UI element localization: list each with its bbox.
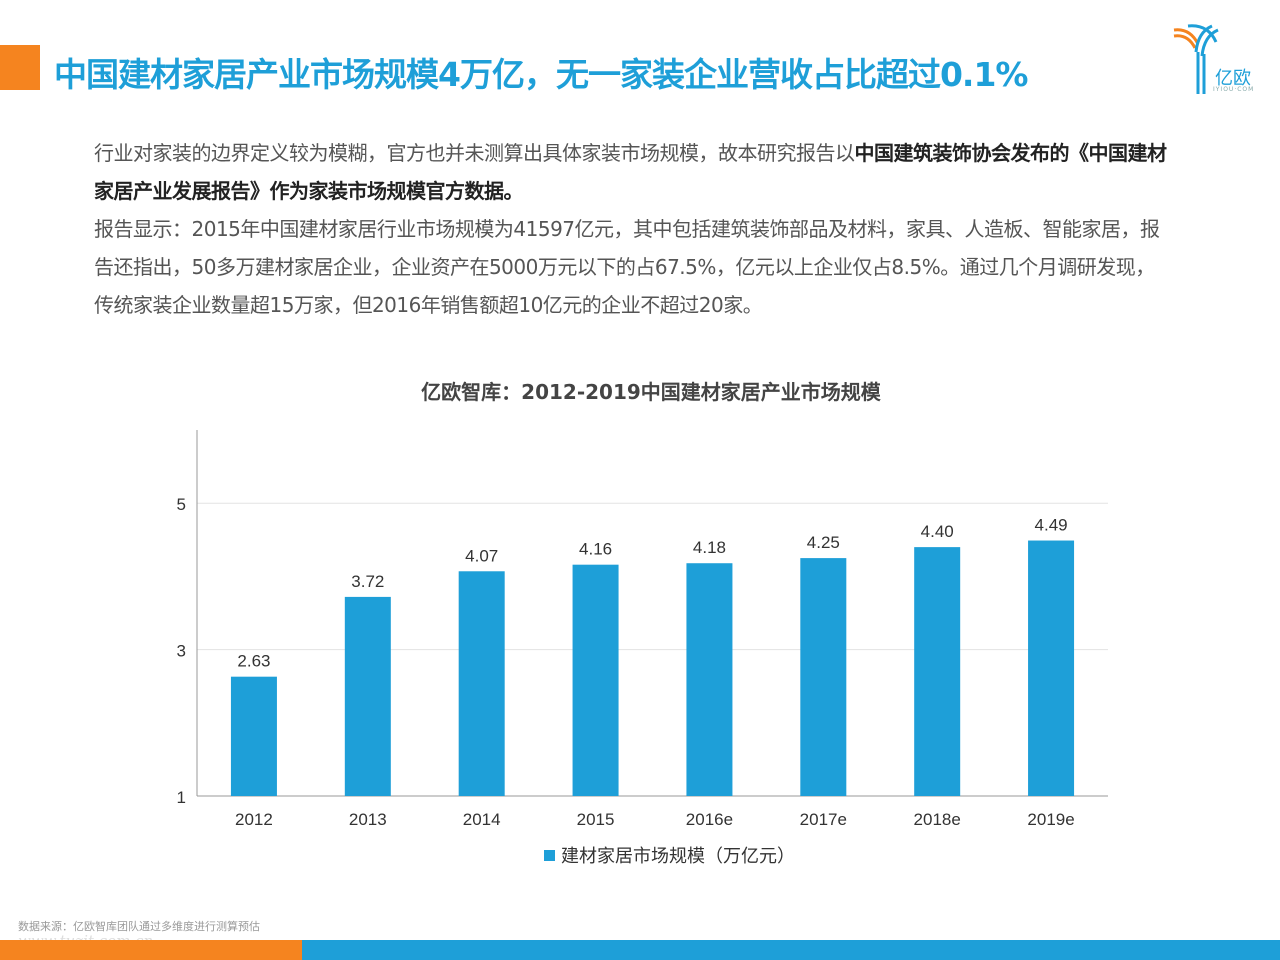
slide-title: 中国建材家居产业市场规模4万亿，无一家装企业营收占比超过0.1% xyxy=(54,55,1028,94)
data-label: 4.40 xyxy=(921,522,954,541)
intro-paragraph-2: 报告显示：2015年中国建材家居行业市场规模为41597亿元，其中包括建筑装饰部… xyxy=(94,217,1160,317)
bar xyxy=(458,571,505,796)
bar xyxy=(800,558,847,796)
data-label: 3.72 xyxy=(351,572,384,591)
data-label: 4.07 xyxy=(465,546,498,565)
logo-subtext: IYIOU·COM xyxy=(1213,86,1255,93)
bar xyxy=(686,563,733,796)
footer-bar-orange xyxy=(0,940,302,960)
legend-swatch xyxy=(544,849,555,861)
title-accent-bar xyxy=(0,45,40,90)
x-tick-label: 2019e xyxy=(1027,810,1074,829)
chart-legend: 建材家居市场规模（万亿元） xyxy=(544,842,795,868)
x-tick-label: 2014 xyxy=(463,810,501,829)
x-tick-label: 2015 xyxy=(577,810,615,829)
data-label: 4.18 xyxy=(693,538,726,557)
legend-label: 建材家居市场规模（万亿元） xyxy=(561,846,795,867)
x-tick-label: 2012 xyxy=(235,810,273,829)
x-tick-label: 2016e xyxy=(686,810,733,829)
data-label: 4.16 xyxy=(579,540,612,559)
intro-p1-normal: 行业对家装的边界定义较为模糊，官方也并未测算出具体家装市场规模，故本研究报告以 xyxy=(94,141,855,165)
y-tick-label: 1 xyxy=(177,788,186,807)
chart-title: 亿欧智库：2012-2019中国建材家居产业市场规模 xyxy=(421,380,881,404)
bar xyxy=(344,596,391,796)
intro-text: 行业对家装的边界定义较为模糊，官方也并未测算出具体家装市场规模，故本研究报告以中… xyxy=(94,134,1174,324)
y-tick-label: 5 xyxy=(177,495,186,514)
bar xyxy=(1028,540,1075,796)
bar xyxy=(914,547,961,796)
data-label: 4.49 xyxy=(1035,516,1068,535)
source-note: 数据来源：亿欧智库团队通过多维度进行测算预估 xyxy=(18,920,260,933)
yiou-logo-icon xyxy=(1173,24,1219,94)
bar xyxy=(230,676,277,796)
x-tick-label: 2018e xyxy=(914,810,961,829)
data-label: 4.25 xyxy=(807,533,840,552)
logo-text: 亿欧 xyxy=(1215,68,1251,89)
data-label: 2.63 xyxy=(237,652,270,671)
intro-paragraph-1: 行业对家装的边界定义较为模糊，官方也并未测算出具体家装市场规模，故本研究报告以中… xyxy=(94,134,1174,210)
bar xyxy=(572,564,619,796)
y-tick-label: 3 xyxy=(177,642,186,661)
x-tick-label: 2017e xyxy=(800,810,847,829)
footer-bar-blue xyxy=(302,940,1280,960)
intro-p1-bold: 中国建筑装饰协会发布的《中国建材家居产业发展报告》作为家装市场规模官方数据。 xyxy=(94,141,1167,203)
x-tick-label: 2013 xyxy=(349,810,387,829)
